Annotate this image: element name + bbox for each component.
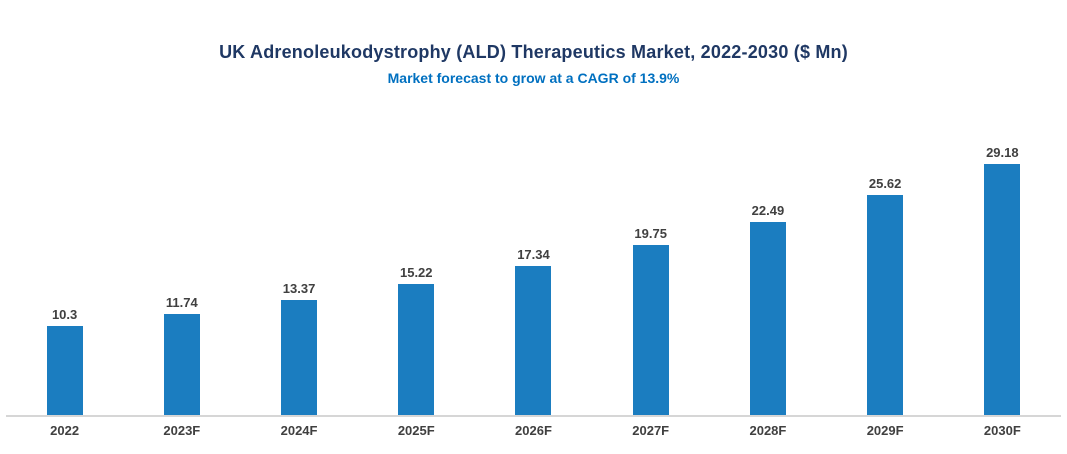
x-axis-label: 2022 xyxy=(50,423,80,438)
plot-area: 10.3 11.74 13.37 15.22 17.34 19.75 22.49 25.62 2… xyxy=(6,142,1061,438)
bar-column: 29.18 xyxy=(944,145,1061,415)
chart-title: UK Adrenoleukodystrophy (ALD) Therapeuti… xyxy=(219,42,848,62)
bar xyxy=(984,164,1021,415)
bar-value-label: 13.37 xyxy=(282,281,316,296)
bar xyxy=(867,195,904,415)
bar-column: 15.22 xyxy=(358,265,475,415)
x-axis-label: 2024F xyxy=(280,423,318,438)
bar xyxy=(749,222,786,415)
chart-canvas: UK Adrenoleukodystrophy (ALD) Therapeuti… xyxy=(0,42,1067,454)
x-axis-label: 2029F xyxy=(866,423,904,438)
bar xyxy=(398,284,435,415)
bar-value-label: 10.3 xyxy=(51,307,78,322)
x-axis-labels-row: 2022 2023F 2024F 2025F 2026F 2027F 2028F 2029F 2… xyxy=(6,417,1061,438)
chart-subtitle: Market forecast to grow at a CAGR of 13.… xyxy=(387,70,680,86)
bar-column: 13.37 xyxy=(240,281,357,415)
bar-value-label: 15.22 xyxy=(399,265,433,280)
bar-value-label: 25.62 xyxy=(868,176,902,191)
bar-column: 22.49 xyxy=(709,203,826,415)
x-axis-label: 2026F xyxy=(515,423,552,438)
x-axis-label: 2023F xyxy=(163,423,201,438)
bar xyxy=(515,266,552,415)
x-axis-label: 2025F xyxy=(397,423,435,438)
bar xyxy=(163,314,200,415)
bar xyxy=(281,300,318,415)
bar-column: 10.3 xyxy=(6,307,123,415)
x-axis-label: 2027F xyxy=(632,423,670,438)
bar xyxy=(632,245,669,415)
x-axis-label: 2030F xyxy=(983,423,1021,438)
bar-column: 25.62 xyxy=(827,176,944,415)
bar-column: 17.34 xyxy=(475,247,592,415)
bar-value-label: 11.74 xyxy=(165,295,198,310)
bar-value-label: 19.75 xyxy=(634,226,667,241)
bar-value-label: 22.49 xyxy=(751,203,785,218)
bar-column: 11.74 xyxy=(123,295,240,415)
bar-value-label: 17.34 xyxy=(517,247,550,262)
bars-row: 10.3 11.74 13.37 15.22 17.34 19.75 22.49 25.62 2… xyxy=(6,142,1061,417)
bar-value-label: 29.18 xyxy=(986,145,1019,160)
bar-column: 19.75 xyxy=(592,226,709,415)
bar xyxy=(46,326,83,415)
x-axis-label: 2028F xyxy=(749,423,787,438)
